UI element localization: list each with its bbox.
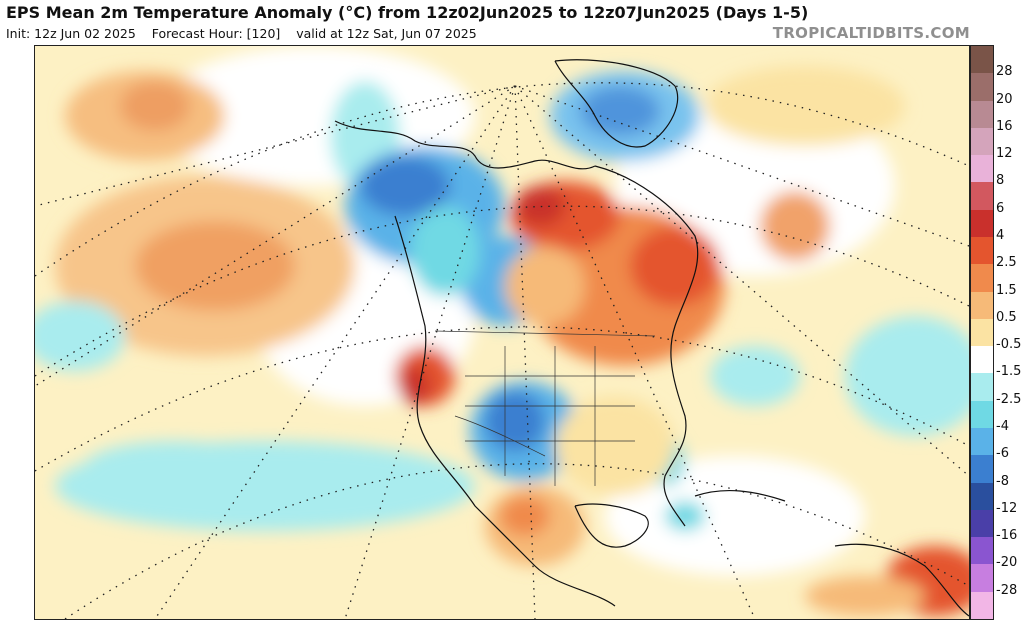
colorbar-tick-label: -8 xyxy=(996,473,1009,489)
map-subtitle: Init: 12z Jun 02 2025 Forecast Hour: [12… xyxy=(6,26,477,41)
colorbar-segment xyxy=(971,591,993,620)
colorbar-tick-label: -12 xyxy=(996,500,1018,516)
colorbar-segment xyxy=(971,100,993,129)
colorbar-segment xyxy=(971,373,993,402)
colorbar-tick-label: 1.5 xyxy=(996,282,1017,298)
colorbar-tick-label: -2.5 xyxy=(996,391,1022,407)
colorbar-segment xyxy=(971,564,993,593)
colorbar-tick-label: -16 xyxy=(996,528,1018,544)
anomaly-fill xyxy=(35,46,969,616)
borders xyxy=(434,330,656,486)
colorbar-tick-label: 6 xyxy=(996,200,1005,216)
colorbar-segment xyxy=(971,455,993,484)
colorbar-segment xyxy=(971,46,993,74)
colorbar-segment xyxy=(971,482,993,511)
colorbar-tick-label: 4 xyxy=(996,228,1005,243)
colorbar-segment xyxy=(971,209,993,238)
init-time: Init: 12z Jun 02 2025 xyxy=(6,26,136,41)
site-brand: TROPICALTIDBITS.COM xyxy=(772,24,970,42)
colorbar-tick-label: -28 xyxy=(996,582,1018,598)
colorbar-segment xyxy=(971,73,993,102)
colorbar-tick-label: -6 xyxy=(996,446,1009,462)
colorbar-tick-label: 20 xyxy=(996,91,1013,107)
graticule xyxy=(35,82,969,619)
colorbar-segment xyxy=(971,537,993,565)
colorbar-segment xyxy=(971,155,993,183)
valid-time: valid at 12z Sat, Jun 07 2025 xyxy=(296,26,477,41)
colorbar-segment xyxy=(971,291,993,320)
colorbar-tick-label: 12 xyxy=(996,146,1013,162)
colorbar-tick-label: -4 xyxy=(996,419,1009,434)
colorbar-tick-label: 28 xyxy=(996,64,1013,80)
colorbar xyxy=(970,45,994,620)
colorbar-tick-label: -20 xyxy=(996,555,1018,571)
anomaly-map-graphic xyxy=(35,46,969,619)
colorbar-segment xyxy=(971,318,993,347)
map-title: EPS Mean 2m Temperature Anomaly (°C) fro… xyxy=(6,3,809,22)
colorbar-segment xyxy=(971,400,993,429)
coastlines xyxy=(334,59,969,617)
colorbar-tick-label: 8 xyxy=(996,173,1005,189)
colorbar-segment xyxy=(971,428,993,456)
colorbar-segment xyxy=(971,127,993,156)
colorbar-tick-label: -0.5 xyxy=(996,337,1022,353)
colorbar-segment xyxy=(971,264,993,293)
colorbar-tick-label: -1.5 xyxy=(996,364,1022,380)
colorbar-segment xyxy=(971,182,993,211)
colorbar-tick-label: 0.5 xyxy=(996,309,1017,325)
colorbar-tick-label: 2.5 xyxy=(996,255,1017,271)
forecast-hour: Forecast Hour: [120] xyxy=(151,26,281,41)
colorbar-segment xyxy=(971,346,993,374)
anomaly-map xyxy=(34,45,970,620)
colorbar-segment xyxy=(971,237,993,265)
colorbar-tick-label: 16 xyxy=(996,118,1013,134)
colorbar-segment xyxy=(971,509,993,538)
